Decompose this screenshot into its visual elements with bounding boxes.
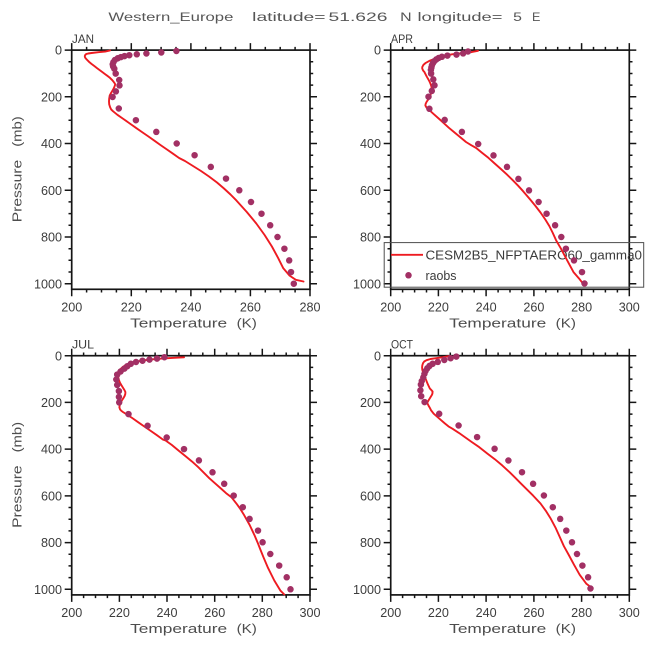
svg-text:800: 800 [41, 231, 62, 245]
svg-text:240: 240 [180, 301, 201, 315]
svg-text:5: 5 [513, 10, 522, 24]
svg-text:260: 260 [204, 606, 225, 620]
svg-text:1000: 1000 [353, 583, 381, 597]
svg-text:200: 200 [360, 90, 381, 104]
svg-text:200: 200 [380, 606, 401, 620]
svg-text:E: E [532, 10, 540, 24]
svg-text:400: 400 [360, 443, 381, 457]
svg-text:1000: 1000 [34, 277, 62, 291]
svg-text:280: 280 [252, 606, 273, 620]
svg-text:240: 240 [156, 606, 177, 620]
svg-text:N: N [400, 10, 412, 24]
svg-text:0: 0 [374, 349, 381, 363]
svg-text:Temperature: Temperature [130, 316, 227, 331]
svg-text:200: 200 [380, 301, 401, 315]
svg-text:220: 220 [109, 606, 130, 620]
svg-text:OCT: OCT [391, 339, 413, 352]
svg-text:(mb): (mb) [9, 422, 24, 453]
svg-text:Temperature: Temperature [449, 621, 546, 636]
svg-text:JUL: JUL [72, 339, 95, 352]
svg-text:200: 200 [41, 396, 62, 410]
svg-text:raobs: raobs [426, 268, 457, 283]
svg-text:400: 400 [41, 137, 62, 151]
svg-text:220: 220 [428, 301, 449, 315]
svg-text:280: 280 [571, 301, 592, 315]
svg-text:Pressure: Pressure [9, 465, 24, 528]
svg-text:APR: APR [391, 33, 413, 46]
svg-text:longitude=: longitude= [418, 10, 503, 24]
svg-text:latitude=: latitude= [252, 10, 325, 24]
svg-text:300: 300 [299, 606, 320, 620]
svg-text:1000: 1000 [34, 583, 62, 597]
svg-text:51.626: 51.626 [329, 10, 388, 24]
svg-text:800: 800 [360, 231, 381, 245]
svg-text:200: 200 [61, 301, 82, 315]
svg-text:(K): (K) [237, 621, 257, 636]
svg-text:200: 200 [41, 90, 62, 104]
svg-text:CESM2B5_NFPTAERO60_gamma0: CESM2B5_NFPTAERO60_gamma0 [426, 247, 643, 262]
svg-text:(K): (K) [237, 316, 257, 331]
svg-text:Temperature: Temperature [449, 316, 546, 331]
svg-text:Pressure: Pressure [9, 160, 24, 223]
svg-text:800: 800 [360, 536, 381, 550]
svg-text:220: 220 [121, 301, 142, 315]
svg-text:200: 200 [360, 396, 381, 410]
svg-text:Temperature: Temperature [130, 621, 227, 636]
svg-text:220: 220 [428, 606, 449, 620]
svg-text:400: 400 [41, 443, 62, 457]
svg-text:JAN: JAN [72, 33, 94, 46]
svg-text:600: 600 [360, 490, 381, 504]
svg-text:300: 300 [619, 301, 640, 315]
svg-text:600: 600 [41, 490, 62, 504]
svg-text:260: 260 [523, 301, 544, 315]
svg-text:Western_Europe: Western_Europe [108, 10, 233, 24]
svg-text:0: 0 [55, 349, 62, 363]
svg-text:0: 0 [374, 44, 381, 58]
svg-text:0: 0 [55, 44, 62, 58]
svg-text:800: 800 [41, 536, 62, 550]
svg-text:280: 280 [571, 606, 592, 620]
svg-text:(mb): (mb) [9, 116, 24, 147]
svg-text:600: 600 [360, 184, 381, 198]
svg-text:260: 260 [523, 606, 544, 620]
svg-text:260: 260 [240, 301, 261, 315]
svg-text:1000: 1000 [353, 277, 381, 291]
svg-text:240: 240 [476, 301, 497, 315]
svg-text:(K): (K) [556, 316, 576, 331]
svg-text:240: 240 [476, 606, 497, 620]
svg-text:600: 600 [41, 184, 62, 198]
svg-text:400: 400 [360, 137, 381, 151]
svg-text:(K): (K) [556, 621, 576, 636]
svg-text:280: 280 [299, 301, 320, 315]
svg-text:200: 200 [61, 606, 82, 620]
svg-text:300: 300 [619, 606, 640, 620]
